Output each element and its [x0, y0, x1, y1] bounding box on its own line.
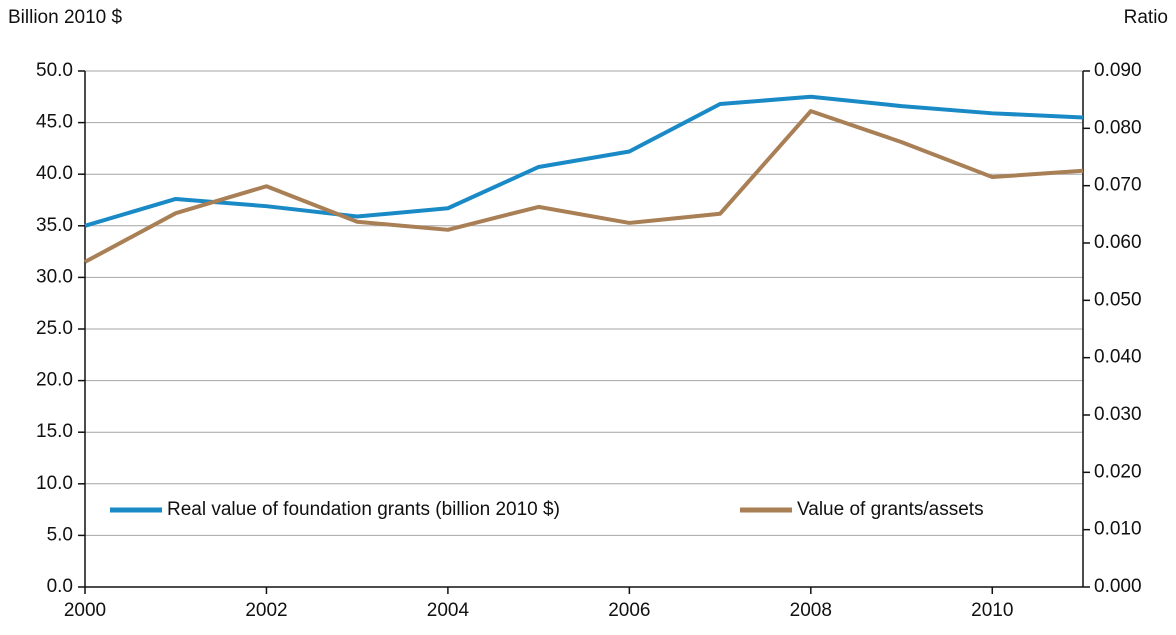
x-tick-label: 2004 — [427, 600, 470, 621]
y-tick-label: 15.0 — [36, 421, 73, 442]
y-tick-label: 25.0 — [36, 318, 73, 339]
x-tick-label: 2006 — [608, 600, 650, 621]
y2-tick-label: 0.070 — [1094, 175, 1142, 196]
y-tick-label: 20.0 — [36, 370, 73, 391]
y2-tick-label: 0.080 — [1094, 117, 1142, 138]
y2-tick-label: 0.020 — [1094, 461, 1142, 482]
y2-axis-title: Ratio — [1124, 7, 1168, 28]
y2-tick-label: 0.090 — [1094, 60, 1142, 81]
legend-label: Real value of foundation grants (billion… — [167, 499, 560, 520]
y2-tick-label: 0.060 — [1094, 232, 1142, 253]
y-tick-label: 50.0 — [36, 60, 73, 81]
x-tick-label: 2002 — [245, 600, 287, 621]
y-tick-label: 30.0 — [36, 266, 73, 287]
y-tick-label: 5.0 — [47, 524, 73, 545]
y2-tick-label: 0.040 — [1094, 347, 1142, 368]
y-tick-label: 10.0 — [36, 473, 73, 494]
y2-tick-label: 0.030 — [1094, 404, 1142, 425]
series-line — [84, 109, 1084, 264]
x-tick-label: 2000 — [64, 600, 106, 621]
y-tick-label: 40.0 — [36, 163, 73, 184]
legend-label: Value of grants/assets — [797, 499, 984, 520]
y2-tick-label: 0.010 — [1094, 519, 1142, 540]
y2-tick-label: 0.050 — [1094, 289, 1142, 310]
y-tick-label: 35.0 — [36, 215, 73, 236]
y-tick-label: 0.0 — [47, 576, 73, 597]
x-tick-label: 2008 — [790, 600, 832, 621]
x-tick-label: 2010 — [971, 600, 1013, 621]
series-line — [84, 94, 1084, 228]
y2-tick-label: 0.000 — [1094, 576, 1142, 597]
y-axis-title: Billion 2010 $ — [8, 7, 123, 28]
y-tick-label: 45.0 — [36, 112, 73, 133]
